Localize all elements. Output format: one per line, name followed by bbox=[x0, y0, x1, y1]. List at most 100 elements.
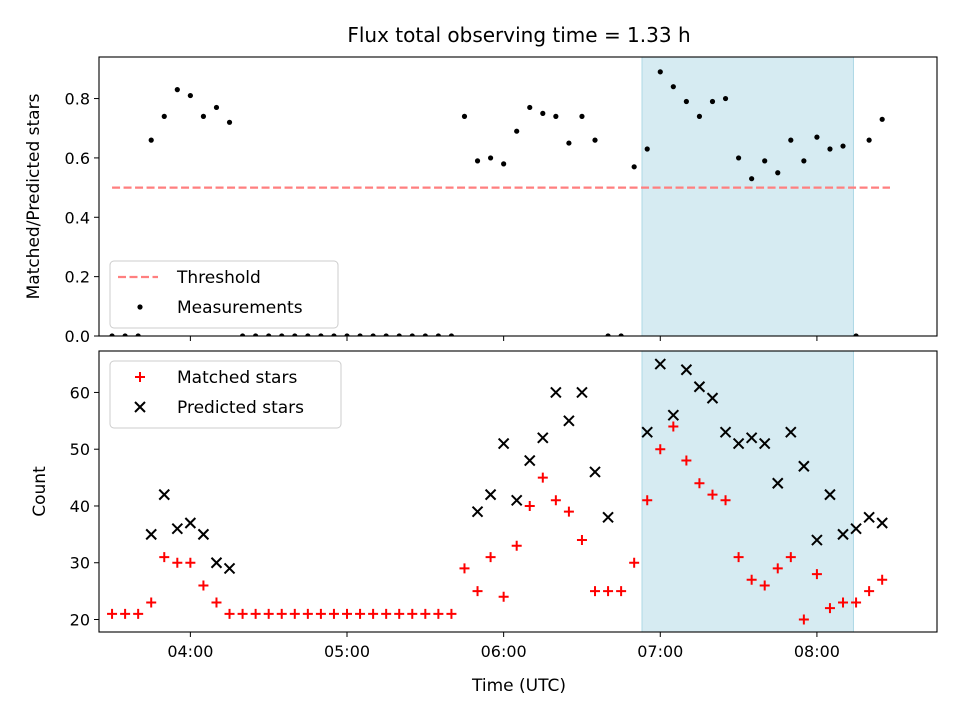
x-tick-label: 08:00 bbox=[794, 642, 840, 661]
matched-star-point bbox=[355, 608, 366, 619]
matched-star-point bbox=[250, 608, 261, 619]
matched-star-point bbox=[811, 569, 822, 580]
matched-star-point bbox=[537, 472, 548, 483]
measurement-point bbox=[422, 333, 428, 336]
x-tick-label: 05:00 bbox=[324, 642, 370, 661]
matched-star-point bbox=[146, 597, 157, 608]
predicted-star-point bbox=[837, 528, 849, 541]
matched-star-point bbox=[276, 608, 287, 619]
predicted-star-point bbox=[563, 415, 575, 427]
measurement-point bbox=[866, 137, 872, 143]
measurement-point bbox=[461, 113, 468, 119]
predicted-star-point bbox=[667, 409, 680, 421]
measurement-point bbox=[396, 333, 402, 336]
measurement-point bbox=[161, 113, 167, 119]
predicted-star-point bbox=[863, 511, 875, 524]
measurement-point bbox=[762, 158, 768, 164]
measurement-point bbox=[187, 92, 193, 99]
y-tick-label: 0.2 bbox=[65, 268, 90, 287]
legend-top: Threshold Measurements bbox=[109, 260, 339, 329]
measurement-point bbox=[135, 333, 141, 336]
measurement-point bbox=[174, 87, 180, 93]
predicted-star-point bbox=[811, 534, 823, 546]
matched-star-point bbox=[224, 608, 235, 619]
predicted-star-point bbox=[850, 522, 862, 535]
x-tick-label: 07:00 bbox=[637, 642, 683, 661]
measurement-point bbox=[814, 134, 820, 140]
measurement-point bbox=[540, 110, 546, 116]
matched-star-point bbox=[824, 603, 835, 614]
matched-star-point bbox=[211, 597, 222, 608]
matched-star-point bbox=[263, 608, 274, 619]
predicted-star-point bbox=[510, 494, 523, 507]
matched-star-point bbox=[524, 500, 535, 511]
measurement-point bbox=[279, 333, 285, 336]
measurement-point bbox=[266, 333, 272, 336]
legend-marker bbox=[137, 304, 143, 310]
measurement-point bbox=[305, 333, 311, 336]
matched-star-point bbox=[668, 421, 679, 432]
predicted-star-point bbox=[785, 426, 797, 438]
predicted-star-point bbox=[745, 432, 758, 444]
matched-star-point bbox=[394, 608, 405, 619]
matched-star-point bbox=[498, 591, 509, 602]
matched-star-point bbox=[720, 495, 731, 506]
predicted-star-point bbox=[798, 460, 810, 472]
series-measurements bbox=[109, 69, 885, 336]
y-tick-label: 0.0 bbox=[65, 327, 90, 346]
measurement-point bbox=[370, 333, 376, 336]
matched-star-point bbox=[785, 552, 796, 563]
legend-label: Matched stars bbox=[177, 368, 297, 388]
matched-star-point bbox=[733, 552, 744, 563]
x-tick-label: 04:00 bbox=[167, 642, 213, 661]
series-predicted-stars bbox=[145, 358, 888, 575]
matched-star-point bbox=[328, 608, 339, 619]
measurement-point bbox=[448, 333, 455, 336]
matched-star-point bbox=[198, 580, 209, 591]
matched-star-point bbox=[302, 608, 313, 619]
predicted-star-point bbox=[772, 477, 784, 489]
measurement-point bbox=[527, 104, 533, 111]
measurement-point bbox=[239, 333, 246, 336]
measurement-point bbox=[109, 333, 115, 336]
predicted-star-point bbox=[680, 364, 693, 376]
measurement-point bbox=[357, 333, 363, 336]
measurement-point bbox=[605, 333, 611, 336]
measurement-point bbox=[879, 116, 885, 122]
x-tick-label: 06:00 bbox=[481, 642, 527, 661]
measurement-point bbox=[514, 128, 520, 134]
y-tick-label: 50 bbox=[70, 440, 90, 459]
legend-label: Predicted stars bbox=[177, 398, 304, 418]
matched-star-point bbox=[159, 552, 170, 563]
predicted-star-point bbox=[719, 426, 732, 438]
y-tick-label: 0.8 bbox=[65, 90, 90, 109]
matched-star-point bbox=[798, 614, 809, 625]
matched-star-point bbox=[237, 608, 248, 619]
observing-span-top bbox=[641, 56, 854, 337]
measurement-point bbox=[200, 113, 207, 119]
y-tick-label: 20 bbox=[70, 611, 90, 630]
matched-star-point bbox=[576, 535, 587, 546]
measurement-point bbox=[579, 113, 585, 119]
matched-star-point bbox=[707, 489, 718, 500]
measurement-point bbox=[853, 333, 859, 336]
predicted-star-point bbox=[824, 488, 836, 501]
predicted-star-point bbox=[171, 522, 184, 535]
y-tick-label: 40 bbox=[70, 497, 90, 516]
measurement-point bbox=[226, 119, 233, 125]
measurement-point bbox=[801, 158, 807, 164]
measurement-point bbox=[735, 155, 742, 161]
matched-star-point bbox=[772, 563, 783, 574]
observing-span-bottom bbox=[641, 350, 854, 633]
measurement-point bbox=[592, 137, 598, 143]
matched-star-point bbox=[642, 495, 653, 506]
predicted-star-point bbox=[537, 432, 549, 444]
measurement-point bbox=[788, 137, 794, 143]
measurement-point bbox=[253, 333, 259, 336]
matched-star-point bbox=[420, 608, 431, 619]
measurement-point bbox=[631, 164, 637, 170]
matched-star-point bbox=[681, 455, 692, 466]
matched-star-point bbox=[590, 586, 601, 597]
matched-star-point bbox=[342, 608, 353, 619]
predicted-star-point bbox=[197, 528, 210, 541]
